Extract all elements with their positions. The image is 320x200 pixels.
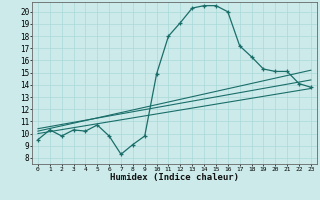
X-axis label: Humidex (Indice chaleur): Humidex (Indice chaleur) — [110, 173, 239, 182]
